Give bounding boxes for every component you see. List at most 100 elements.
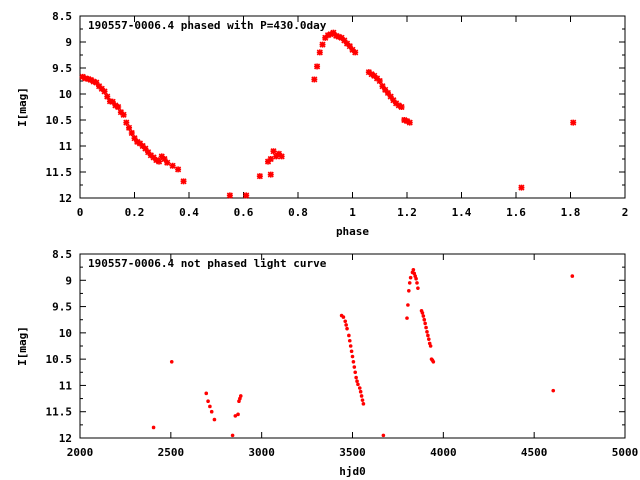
tick-labels: 0 0.2 0.4 0.6 0.8 1 1.2 1.4 1.6 1.8 2 8.5 9 9.5 10 10.5… bbox=[46, 10, 629, 219]
data-point bbox=[346, 43, 353, 50]
data-point bbox=[407, 281, 412, 285]
data-point bbox=[349, 349, 354, 354]
y-tick-label: 11.5 bbox=[46, 406, 73, 419]
data-point bbox=[351, 359, 356, 364]
data-points bbox=[79, 29, 577, 199]
data-point bbox=[416, 286, 420, 290]
y-tick-label: 9.5 bbox=[52, 62, 72, 75]
y-tick-label: 12 bbox=[59, 192, 72, 205]
x-tick-label: 3000 bbox=[248, 446, 275, 459]
data-point bbox=[551, 388, 556, 393]
data-point bbox=[368, 71, 375, 78]
data-point bbox=[96, 83, 103, 90]
chart-title: 190557-0006.4 phased with P=430.0day bbox=[88, 19, 327, 32]
data-point bbox=[371, 72, 378, 79]
y-tick-label: 11 bbox=[59, 379, 73, 392]
data-point bbox=[125, 124, 133, 131]
data-point bbox=[373, 75, 381, 82]
data-point bbox=[264, 158, 272, 165]
data-point bbox=[164, 159, 171, 166]
chart-title: 190557-0006.4 not phased light curve bbox=[88, 257, 327, 270]
data-point bbox=[314, 63, 321, 70]
data-point bbox=[169, 162, 176, 169]
data-point bbox=[243, 192, 250, 199]
data-point bbox=[115, 103, 122, 111]
data-point bbox=[275, 150, 282, 157]
data-point bbox=[414, 276, 418, 281]
data-point bbox=[356, 382, 360, 387]
x-tick-label: 4000 bbox=[430, 446, 457, 459]
data-point bbox=[117, 109, 124, 116]
x-tick-label: 2 bbox=[622, 206, 629, 219]
y-tick-label: 11 bbox=[59, 140, 73, 153]
data-point bbox=[230, 433, 235, 438]
data-point bbox=[169, 359, 174, 364]
data-point bbox=[357, 386, 362, 390]
data-point bbox=[411, 267, 416, 272]
data-point bbox=[406, 303, 410, 307]
data-point bbox=[376, 77, 383, 85]
axis-ticks bbox=[79, 253, 626, 439]
y-tick-label: 12 bbox=[59, 432, 72, 445]
x-tick-label: 0.6 bbox=[234, 206, 254, 219]
data-point bbox=[85, 75, 92, 82]
plot-frame bbox=[79, 15, 626, 199]
data-point bbox=[347, 338, 352, 343]
y-tick-label: 10.5 bbox=[46, 353, 73, 366]
data-point bbox=[151, 425, 156, 430]
x-tick-label: 2500 bbox=[158, 446, 185, 459]
data-point bbox=[238, 394, 243, 398]
data-point bbox=[134, 138, 141, 145]
phased-light-curve-chart: 0 0.2 0.4 0.6 0.8 1 1.2 1.4 1.6 1.8 2 8.5 9 9.5 10 10.5… bbox=[16, 10, 628, 238]
unphased-light-curve-chart: 2000 2500 3000 3500 4000 4500 5000 8.5 9 9.5 10 10.… bbox=[16, 248, 638, 478]
data-point bbox=[236, 412, 240, 417]
x-tick-label: 1.6 bbox=[506, 206, 526, 219]
data-point bbox=[390, 97, 397, 104]
data-point bbox=[79, 73, 86, 80]
data-point bbox=[570, 274, 575, 278]
data-point bbox=[406, 119, 413, 126]
data-point bbox=[359, 394, 364, 398]
data-point bbox=[161, 155, 168, 163]
data-point bbox=[427, 337, 431, 341]
data-point bbox=[360, 398, 365, 402]
data-point bbox=[349, 46, 356, 53]
data-point bbox=[158, 153, 165, 160]
x-axis-title: hjd0 bbox=[339, 465, 366, 478]
data-point bbox=[206, 399, 210, 404]
data-point bbox=[93, 79, 100, 86]
y-tick-label: 10.5 bbox=[46, 114, 73, 127]
y-tick-label: 10 bbox=[59, 327, 72, 340]
data-point bbox=[338, 34, 345, 41]
y-tick-label: 9 bbox=[65, 274, 72, 287]
data-point bbox=[428, 344, 433, 348]
data-point bbox=[421, 314, 426, 318]
data-point bbox=[226, 192, 233, 199]
x-tick-label: 4500 bbox=[521, 446, 548, 459]
data-point bbox=[322, 34, 329, 41]
data-point bbox=[324, 32, 332, 39]
data-point bbox=[387, 93, 394, 100]
data-point bbox=[335, 33, 342, 40]
data-point bbox=[278, 153, 285, 160]
data-point bbox=[348, 344, 353, 348]
data-point bbox=[401, 116, 408, 124]
data-point bbox=[256, 173, 263, 180]
data-point bbox=[354, 375, 358, 380]
x-tick-label: 5000 bbox=[612, 446, 639, 459]
data-point bbox=[98, 85, 105, 92]
data-point bbox=[420, 311, 425, 315]
data-point bbox=[316, 49, 323, 56]
y-tick-label: 8.5 bbox=[52, 10, 72, 23]
tick-labels: 2000 2500 3000 3500 4000 4500 5000 8.5 9 9.5 10 10.… bbox=[46, 248, 639, 459]
data-point bbox=[424, 325, 428, 330]
data-point bbox=[395, 102, 402, 109]
y-tick-label: 8.5 bbox=[52, 248, 72, 261]
data-point bbox=[361, 402, 366, 406]
data-point bbox=[142, 145, 149, 152]
data-point bbox=[109, 98, 116, 105]
data-point bbox=[422, 317, 427, 322]
data-point bbox=[570, 119, 577, 126]
data-point bbox=[408, 275, 413, 280]
plot-frame bbox=[79, 253, 626, 439]
